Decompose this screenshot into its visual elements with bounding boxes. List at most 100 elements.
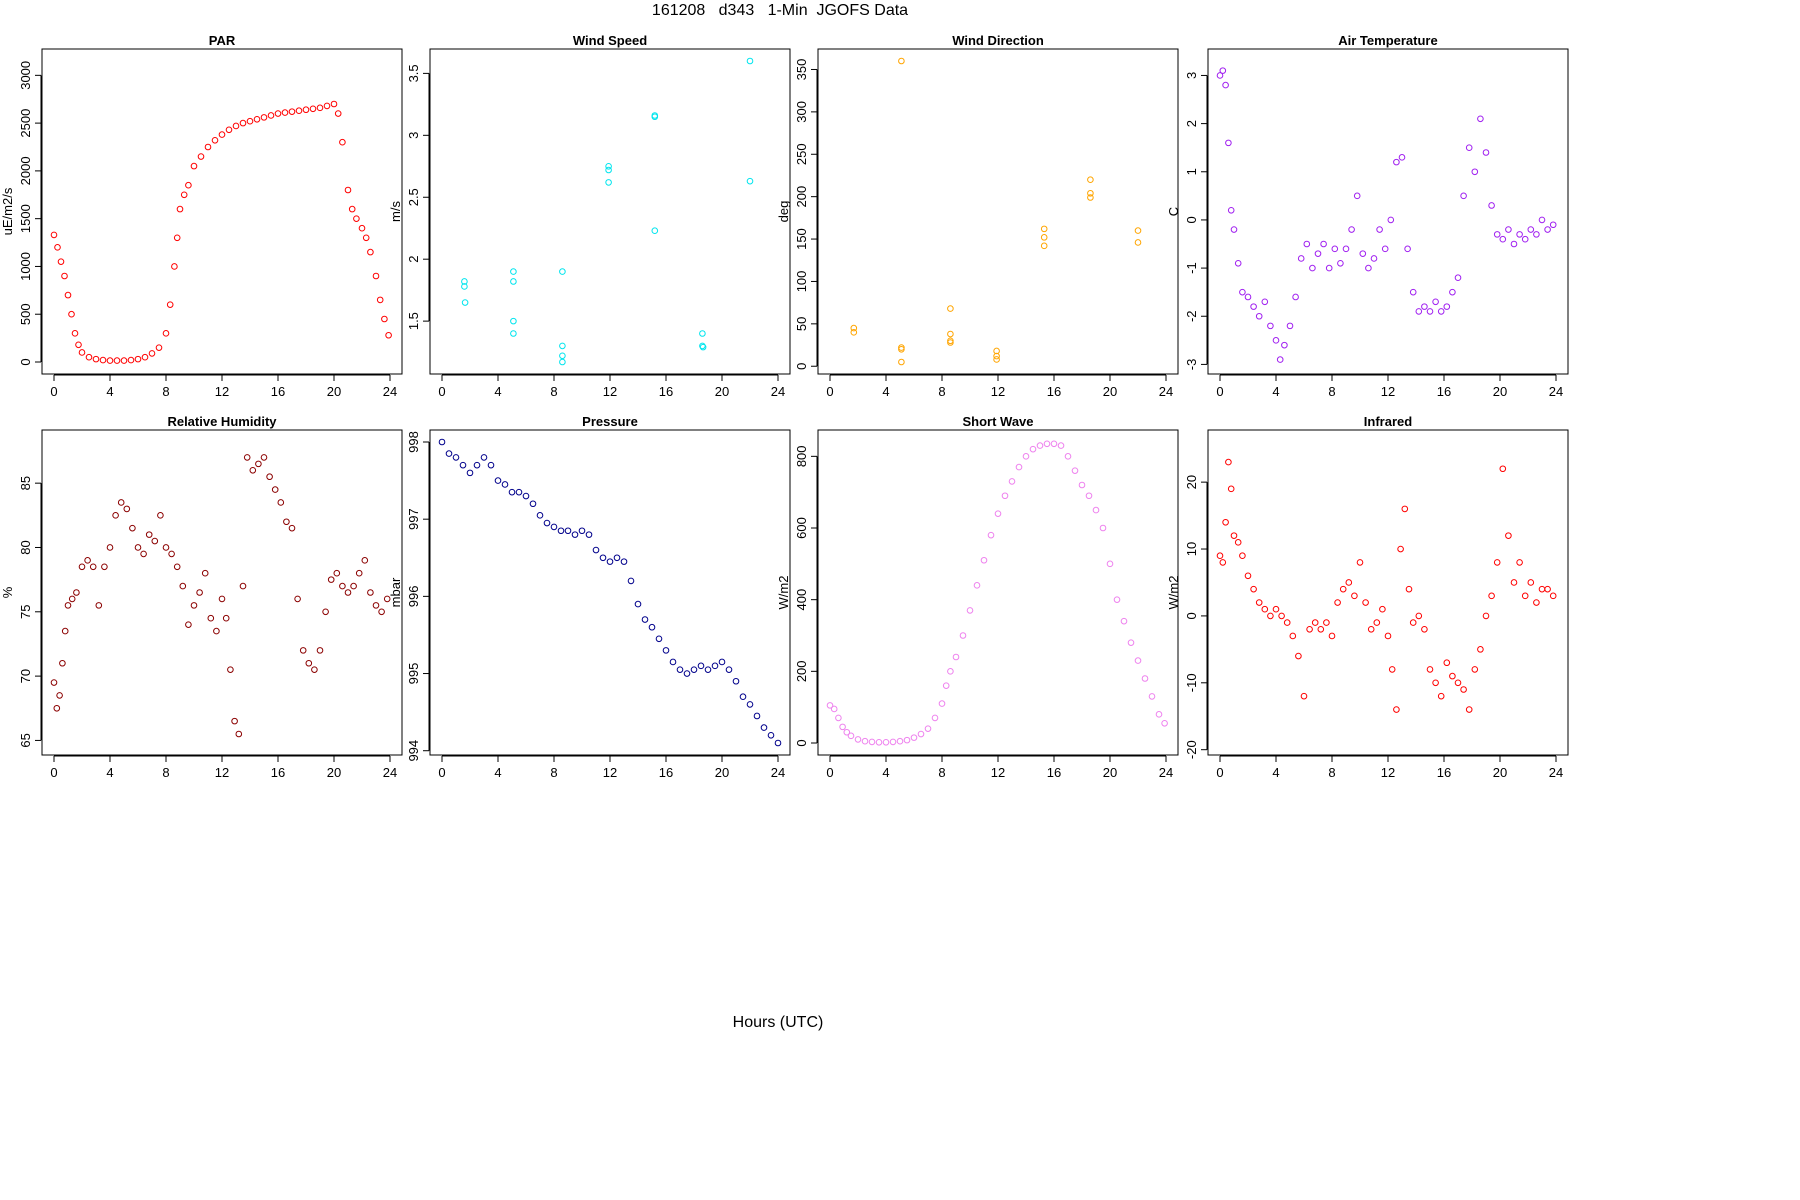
data-point	[123, 505, 131, 513]
panel-frame	[41, 48, 403, 375]
data-point	[1533, 599, 1540, 606]
data-point	[655, 635, 663, 643]
data-point	[295, 107, 303, 114]
data-point	[843, 728, 851, 736]
data-point	[1521, 592, 1529, 600]
data-point	[92, 355, 100, 363]
data-point	[1255, 599, 1263, 606]
data-point	[56, 692, 63, 699]
data-point	[898, 358, 905, 366]
data-point	[372, 272, 380, 280]
data-point	[201, 569, 209, 577]
data-point	[683, 670, 691, 677]
data-point	[1001, 492, 1009, 500]
x-tick-label: 20	[1103, 765, 1117, 780]
data-point	[1409, 619, 1417, 626]
data-point	[839, 723, 846, 731]
data-point	[1297, 255, 1305, 262]
data-point	[288, 524, 296, 532]
data-point	[1516, 231, 1523, 238]
x-tick-label: 20	[327, 765, 341, 780]
x-tick-label: 12	[603, 765, 617, 780]
y-tick-label: 994	[406, 740, 421, 762]
data-point	[1311, 619, 1319, 626]
data-point	[50, 679, 58, 686]
data-point	[1499, 465, 1507, 473]
data-point	[592, 546, 600, 554]
x-tick-label: 4	[882, 765, 889, 780]
x-tick-label: 4	[106, 765, 113, 780]
data-point	[850, 329, 858, 336]
data-point	[599, 554, 607, 562]
data-point	[1426, 308, 1434, 315]
data-point	[1127, 639, 1135, 646]
data-point	[651, 227, 659, 234]
data-point	[1356, 559, 1364, 566]
data-point	[59, 659, 66, 667]
data-point	[372, 602, 380, 609]
data-point	[1454, 679, 1462, 687]
data-point	[620, 558, 628, 565]
data-point	[1317, 625, 1325, 633]
y-tick-label: 400	[794, 589, 809, 611]
data-point	[173, 234, 181, 242]
x-tick-label: 4	[882, 384, 889, 399]
data-point	[1043, 440, 1051, 448]
y-tick-label: -20	[1184, 740, 1199, 759]
data-point	[288, 108, 296, 115]
y-tick-label: 0	[1184, 612, 1199, 619]
data-point	[1505, 226, 1512, 233]
y-axis-label: W/m2	[776, 576, 791, 610]
data-point	[1510, 579, 1518, 586]
data-point	[64, 602, 72, 609]
y-axis-label: W/m2	[1166, 576, 1181, 610]
data-point	[711, 662, 719, 670]
data-point	[222, 614, 230, 622]
data-point	[1376, 226, 1383, 233]
data-point	[249, 466, 257, 474]
data-point	[334, 110, 342, 117]
data-point	[95, 602, 103, 609]
data-point	[190, 602, 198, 609]
y-tick-label: -3	[1184, 359, 1199, 371]
data-point	[64, 291, 72, 299]
data-point	[61, 272, 68, 280]
data-point	[1216, 72, 1224, 79]
data-point	[1471, 666, 1479, 673]
data-point	[1432, 679, 1439, 687]
data-point	[327, 576, 335, 583]
data-point	[1227, 206, 1235, 214]
data-point	[1120, 617, 1128, 625]
data-point	[753, 712, 761, 720]
data-point	[1022, 453, 1030, 460]
data-point	[333, 569, 341, 577]
x-tick-label: 12	[603, 384, 617, 399]
data-point	[1071, 467, 1079, 474]
data-point	[1222, 81, 1229, 89]
panel-title: Wind Direction	[952, 33, 1044, 48]
data-point	[211, 137, 219, 144]
data-point	[850, 324, 858, 332]
data-point	[1092, 506, 1100, 514]
data-point	[1443, 303, 1451, 310]
data-point	[987, 531, 995, 539]
data-point	[157, 512, 164, 519]
data-point	[746, 57, 754, 65]
x-tick-label: 24	[383, 765, 397, 780]
data-point	[1337, 259, 1344, 267]
data-point	[283, 518, 290, 526]
data-point	[938, 700, 946, 707]
data-point	[1351, 592, 1358, 600]
data-point	[966, 607, 974, 614]
data-point	[1544, 226, 1551, 233]
data-point	[218, 595, 226, 603]
data-point	[101, 563, 108, 571]
data-point	[1286, 322, 1294, 330]
x-tick-label: 12	[1381, 384, 1395, 399]
data-point	[662, 647, 670, 654]
x-tick-label: 0	[438, 384, 445, 399]
x-tick-label: 16	[1047, 384, 1061, 399]
data-point	[151, 537, 159, 545]
